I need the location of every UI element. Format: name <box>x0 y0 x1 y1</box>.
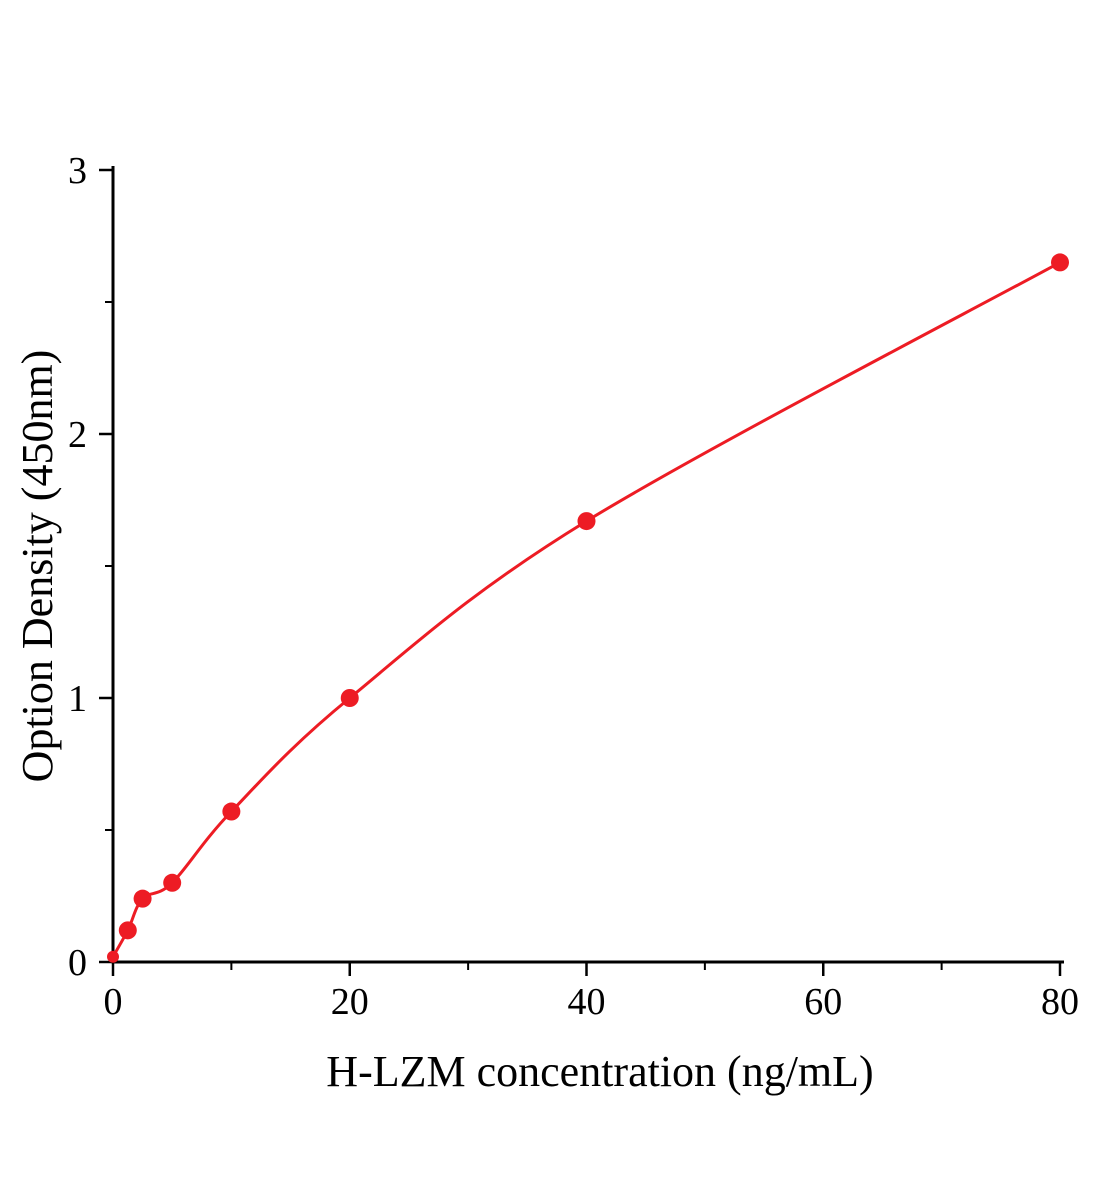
x-axis-label: H-LZM concentration (ng/mL) <box>326 1047 873 1096</box>
plot-layer: 0 20 40 60 80 0 1 2 3 <box>68 150 1079 1023</box>
data-point-marker <box>577 512 596 531</box>
data-point-marker <box>163 873 182 892</box>
x-tick-label: 0 <box>104 981 123 1023</box>
x-tick-label: 40 <box>568 981 606 1023</box>
data-point-marker <box>133 889 152 908</box>
data-point-marker <box>1051 253 1069 272</box>
y-tick-label: 2 <box>68 414 87 456</box>
x-tick-label: 60 <box>804 981 842 1023</box>
standard-curve-line <box>111 260 1062 959</box>
data-point-marker <box>118 921 137 940</box>
x-tick-label: 20 <box>331 981 369 1023</box>
y-axis-label: Option Density (450nm) <box>13 350 62 783</box>
y-tick-label: 0 <box>68 942 87 984</box>
y-tick-label: 1 <box>68 678 87 720</box>
data-point-marker <box>340 689 359 707</box>
y-tick-label: 3 <box>68 150 87 192</box>
x-tick-label: 80 <box>1041 981 1079 1023</box>
data-point-marker <box>107 950 119 963</box>
data-point-marker <box>222 802 241 821</box>
